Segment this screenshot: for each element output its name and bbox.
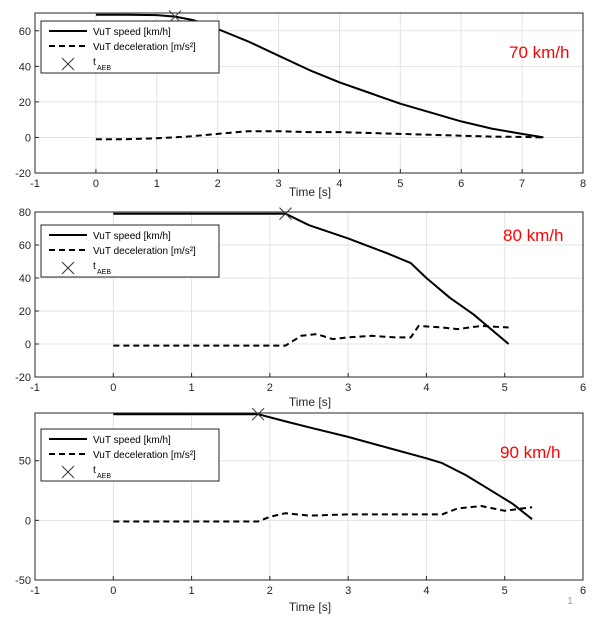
x-tick-label: 4	[423, 382, 429, 394]
speed-series-line	[95, 13, 544, 139]
speed-annotation: 80 km/h	[503, 226, 563, 245]
series-group	[113, 207, 510, 347]
y-tick-label: 0	[25, 132, 31, 144]
y-tick-label: 20	[19, 306, 31, 318]
y-tick-label: 20	[19, 97, 31, 109]
x-tick-label: 1	[189, 382, 195, 394]
y-tick-label: 60	[19, 26, 31, 38]
y-tick-label: -20	[15, 168, 31, 180]
legend-swatch-taeb	[61, 465, 75, 479]
y-tick-label: 60	[19, 240, 31, 252]
legend: VuT speed [km/h] VuT deceleration [m/s²] t…	[40, 428, 220, 482]
x-tick-label: -1	[30, 382, 40, 394]
taeb-marker	[251, 407, 265, 421]
legend-label-decel: VuT deceleration [m/s²]	[93, 42, 196, 53]
subplot-1: -1 0 1 2 3 4 5 6 7 8 -20 0 20 40 60 Time [s] 70 km/h VuT …	[15, 10, 586, 199]
legend-box	[40, 20, 220, 74]
page-number: 1	[567, 596, 573, 607]
x-tick-label: 6	[580, 585, 586, 597]
subplot-2: -1 0 1 2 3 4 5 6 -20 0 20 40 60 80 Time [s] 80 km/h VuT …	[15, 207, 586, 409]
legend-label-speed: VuT speed [km/h]	[93, 231, 171, 242]
axes-box	[34, 12, 584, 174]
x-tick-label: 8	[580, 178, 586, 190]
y-tick-label: -20	[15, 372, 31, 384]
legend-label-subscript: AEB	[97, 65, 111, 72]
y-tick-label: 0	[25, 515, 31, 527]
x-tick-label: 6	[580, 382, 586, 394]
legend-label-decel: VuT deceleration [m/s²]	[93, 246, 196, 257]
x-tick-label: -1	[30, 178, 40, 190]
axes-box	[34, 211, 584, 378]
legend-label-aeb: t	[93, 57, 96, 68]
legend-swatch-taeb	[61, 57, 75, 71]
x-tick-label: 1	[189, 585, 195, 597]
x-tick-label: 2	[267, 382, 273, 394]
y-tick-label: -50	[15, 575, 31, 587]
x-tick-label: 7	[519, 178, 525, 190]
subplot-3: -1 0 1 2 3 4 5 6 -50 0 50 Time [s] 90 km/h VuT speed …	[15, 407, 586, 614]
legend-label-subscript: AEB	[97, 269, 111, 276]
legend-label-aeb: t	[93, 465, 96, 476]
x-axis-label: Time [s]	[289, 600, 331, 614]
x-tick-label: 6	[458, 178, 464, 190]
speed-annotation: 70 km/h	[509, 43, 569, 62]
x-tick-label: 2	[267, 585, 273, 597]
y-tick-label: 40	[19, 61, 31, 73]
legend: VuT speed [km/h] VuT deceleration [m/s²] t…	[40, 20, 220, 74]
legend-label-speed: VuT speed [km/h]	[93, 27, 171, 38]
y-tick-label: 80	[19, 207, 31, 219]
y-tick-label: 40	[19, 273, 31, 285]
deceleration-series-line	[113, 324, 509, 347]
series-group	[113, 407, 533, 523]
speed-series-line	[113, 413, 533, 520]
x-tick-label: 1	[154, 178, 160, 190]
x-tick-label: 3	[345, 585, 351, 597]
x-tick-label: 0	[110, 585, 116, 597]
x-tick-label: -1	[30, 585, 40, 597]
x-axis-label: Time [s]	[289, 185, 331, 199]
x-tick-label: 0	[93, 178, 99, 190]
legend-swatch-taeb	[61, 261, 75, 275]
x-tick-label: 4	[423, 585, 429, 597]
x-tick-label: 3	[345, 382, 351, 394]
speed-series-line	[113, 212, 510, 345]
legend-label-aeb: t	[93, 261, 96, 272]
legend-label-speed: VuT speed [km/h]	[93, 435, 171, 446]
x-tick-label: 5	[397, 178, 403, 190]
deceleration-series-line	[95, 130, 544, 141]
x-axis-label: Time [s]	[289, 395, 331, 409]
x-tick-label: 2	[215, 178, 221, 190]
y-tick-label: 50	[19, 456, 31, 468]
x-tick-label: 5	[502, 382, 508, 394]
legend: VuT speed [km/h] VuT deceleration [m/s²] t…	[40, 224, 220, 278]
speed-annotation: 90 km/h	[500, 443, 560, 462]
x-tick-label: 0	[110, 382, 116, 394]
taeb-marker	[279, 207, 292, 221]
y-tick-label: 0	[25, 339, 31, 351]
axes-box	[34, 412, 584, 581]
x-tick-label: 4	[336, 178, 342, 190]
x-tick-label: 5	[502, 585, 508, 597]
x-tick-label: 3	[275, 178, 281, 190]
legend-label-subscript: AEB	[97, 473, 111, 480]
legend-label-decel: VuT deceleration [m/s²]	[93, 450, 196, 461]
